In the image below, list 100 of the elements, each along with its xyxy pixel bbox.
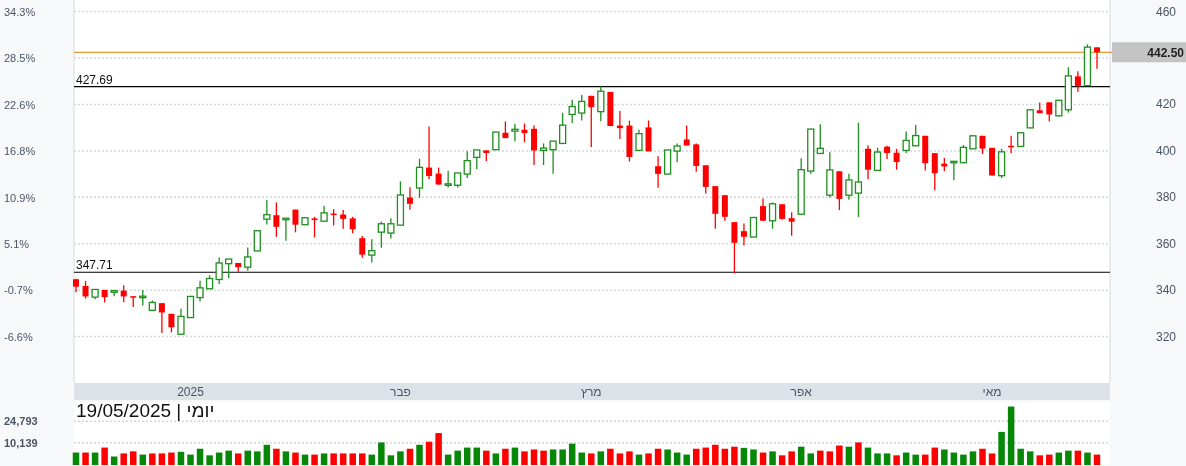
bar — [998, 431, 1005, 465]
bar — [616, 453, 624, 465]
bar — [664, 449, 671, 465]
x-tick-label: מאי — [982, 385, 1002, 399]
bar — [1017, 448, 1024, 465]
bar — [683, 454, 690, 465]
candlestick — [473, 149, 481, 170]
bar — [130, 451, 137, 465]
bar — [454, 450, 461, 465]
candlestick — [702, 164, 709, 195]
bar — [597, 451, 605, 465]
candlestick — [539, 142, 548, 166]
candlestick — [1074, 70, 1081, 93]
candlestick — [816, 123, 824, 155]
bar — [492, 453, 500, 465]
candlestick — [931, 152, 938, 191]
x-tick-label: פבר — [389, 385, 411, 399]
bar — [483, 450, 490, 465]
bar — [225, 450, 232, 465]
bar — [778, 455, 786, 465]
bar — [845, 446, 853, 465]
bar — [521, 451, 528, 465]
bar — [406, 448, 414, 465]
bar — [692, 448, 700, 465]
candlestick — [1026, 108, 1034, 129]
bar — [836, 445, 843, 465]
bar — [425, 441, 433, 465]
bar — [654, 448, 662, 465]
bar — [969, 451, 977, 465]
candlestick — [463, 150, 471, 179]
bar — [874, 453, 881, 465]
bar — [1065, 450, 1072, 465]
candlestick — [768, 201, 777, 230]
ref-line-label: 427.69 — [76, 72, 114, 87]
candlestick — [387, 217, 395, 240]
bar — [168, 452, 175, 465]
candlestick — [873, 146, 882, 172]
bar — [540, 450, 547, 465]
bar — [339, 453, 347, 465]
candlestick — [788, 211, 795, 237]
bar — [941, 449, 948, 465]
bar — [931, 447, 939, 465]
bar — [826, 451, 834, 465]
bar — [750, 449, 757, 465]
candlestick — [531, 124, 538, 166]
candlestick — [253, 229, 261, 252]
bar — [234, 453, 242, 465]
candlestick — [225, 258, 233, 279]
candlestick — [406, 186, 413, 211]
y-tick-label: 24,793 — [4, 415, 38, 428]
bar — [702, 447, 710, 465]
bar — [120, 453, 127, 465]
candlestick — [177, 308, 185, 335]
bar — [626, 451, 633, 465]
candlestick — [597, 85, 605, 122]
bar — [263, 444, 271, 465]
bar — [988, 453, 996, 465]
bar — [817, 450, 824, 465]
bar — [473, 447, 481, 465]
y2-tick-label: 22.6% — [4, 98, 36, 111]
candlestick — [426, 125, 433, 180]
candlestick — [521, 122, 528, 143]
candlestick — [673, 142, 681, 163]
bar — [530, 449, 538, 465]
candlestick — [893, 148, 900, 171]
y-tick-label: 400 — [1155, 143, 1177, 158]
candlestick — [588, 95, 595, 148]
bar — [721, 448, 729, 465]
bar — [101, 447, 108, 465]
y2-tick-label: 34.3% — [4, 5, 36, 18]
bar — [1084, 452, 1091, 465]
candlestick — [760, 197, 767, 222]
bar — [149, 453, 156, 465]
candlestick — [683, 124, 690, 147]
candlestick — [244, 246, 252, 272]
bar — [893, 455, 900, 465]
candlestick — [740, 222, 747, 247]
bar — [82, 452, 89, 465]
chart-title: יומי | 19/05/2025 — [76, 400, 215, 421]
bar — [282, 451, 290, 465]
bar — [387, 455, 395, 465]
bar — [177, 451, 185, 465]
y-tick-label: 380 — [1155, 190, 1177, 205]
x-tick-label: 2025 — [177, 385, 205, 399]
bar — [196, 448, 204, 465]
y-tick-label: 360 — [1155, 236, 1177, 251]
bar — [463, 447, 471, 465]
candlestick — [368, 238, 376, 264]
bar — [1036, 455, 1043, 465]
bar — [330, 453, 337, 465]
bar — [158, 453, 166, 465]
bar — [912, 454, 919, 465]
candlestick — [645, 119, 652, 152]
y2-tick-label: -6.6% — [4, 330, 33, 343]
candlestick — [273, 201, 280, 238]
candlestick — [1046, 101, 1053, 123]
bar — [435, 433, 442, 465]
y2-tick-label: 16.8% — [4, 144, 36, 157]
candlestick — [444, 170, 452, 189]
candlestick — [311, 216, 318, 239]
